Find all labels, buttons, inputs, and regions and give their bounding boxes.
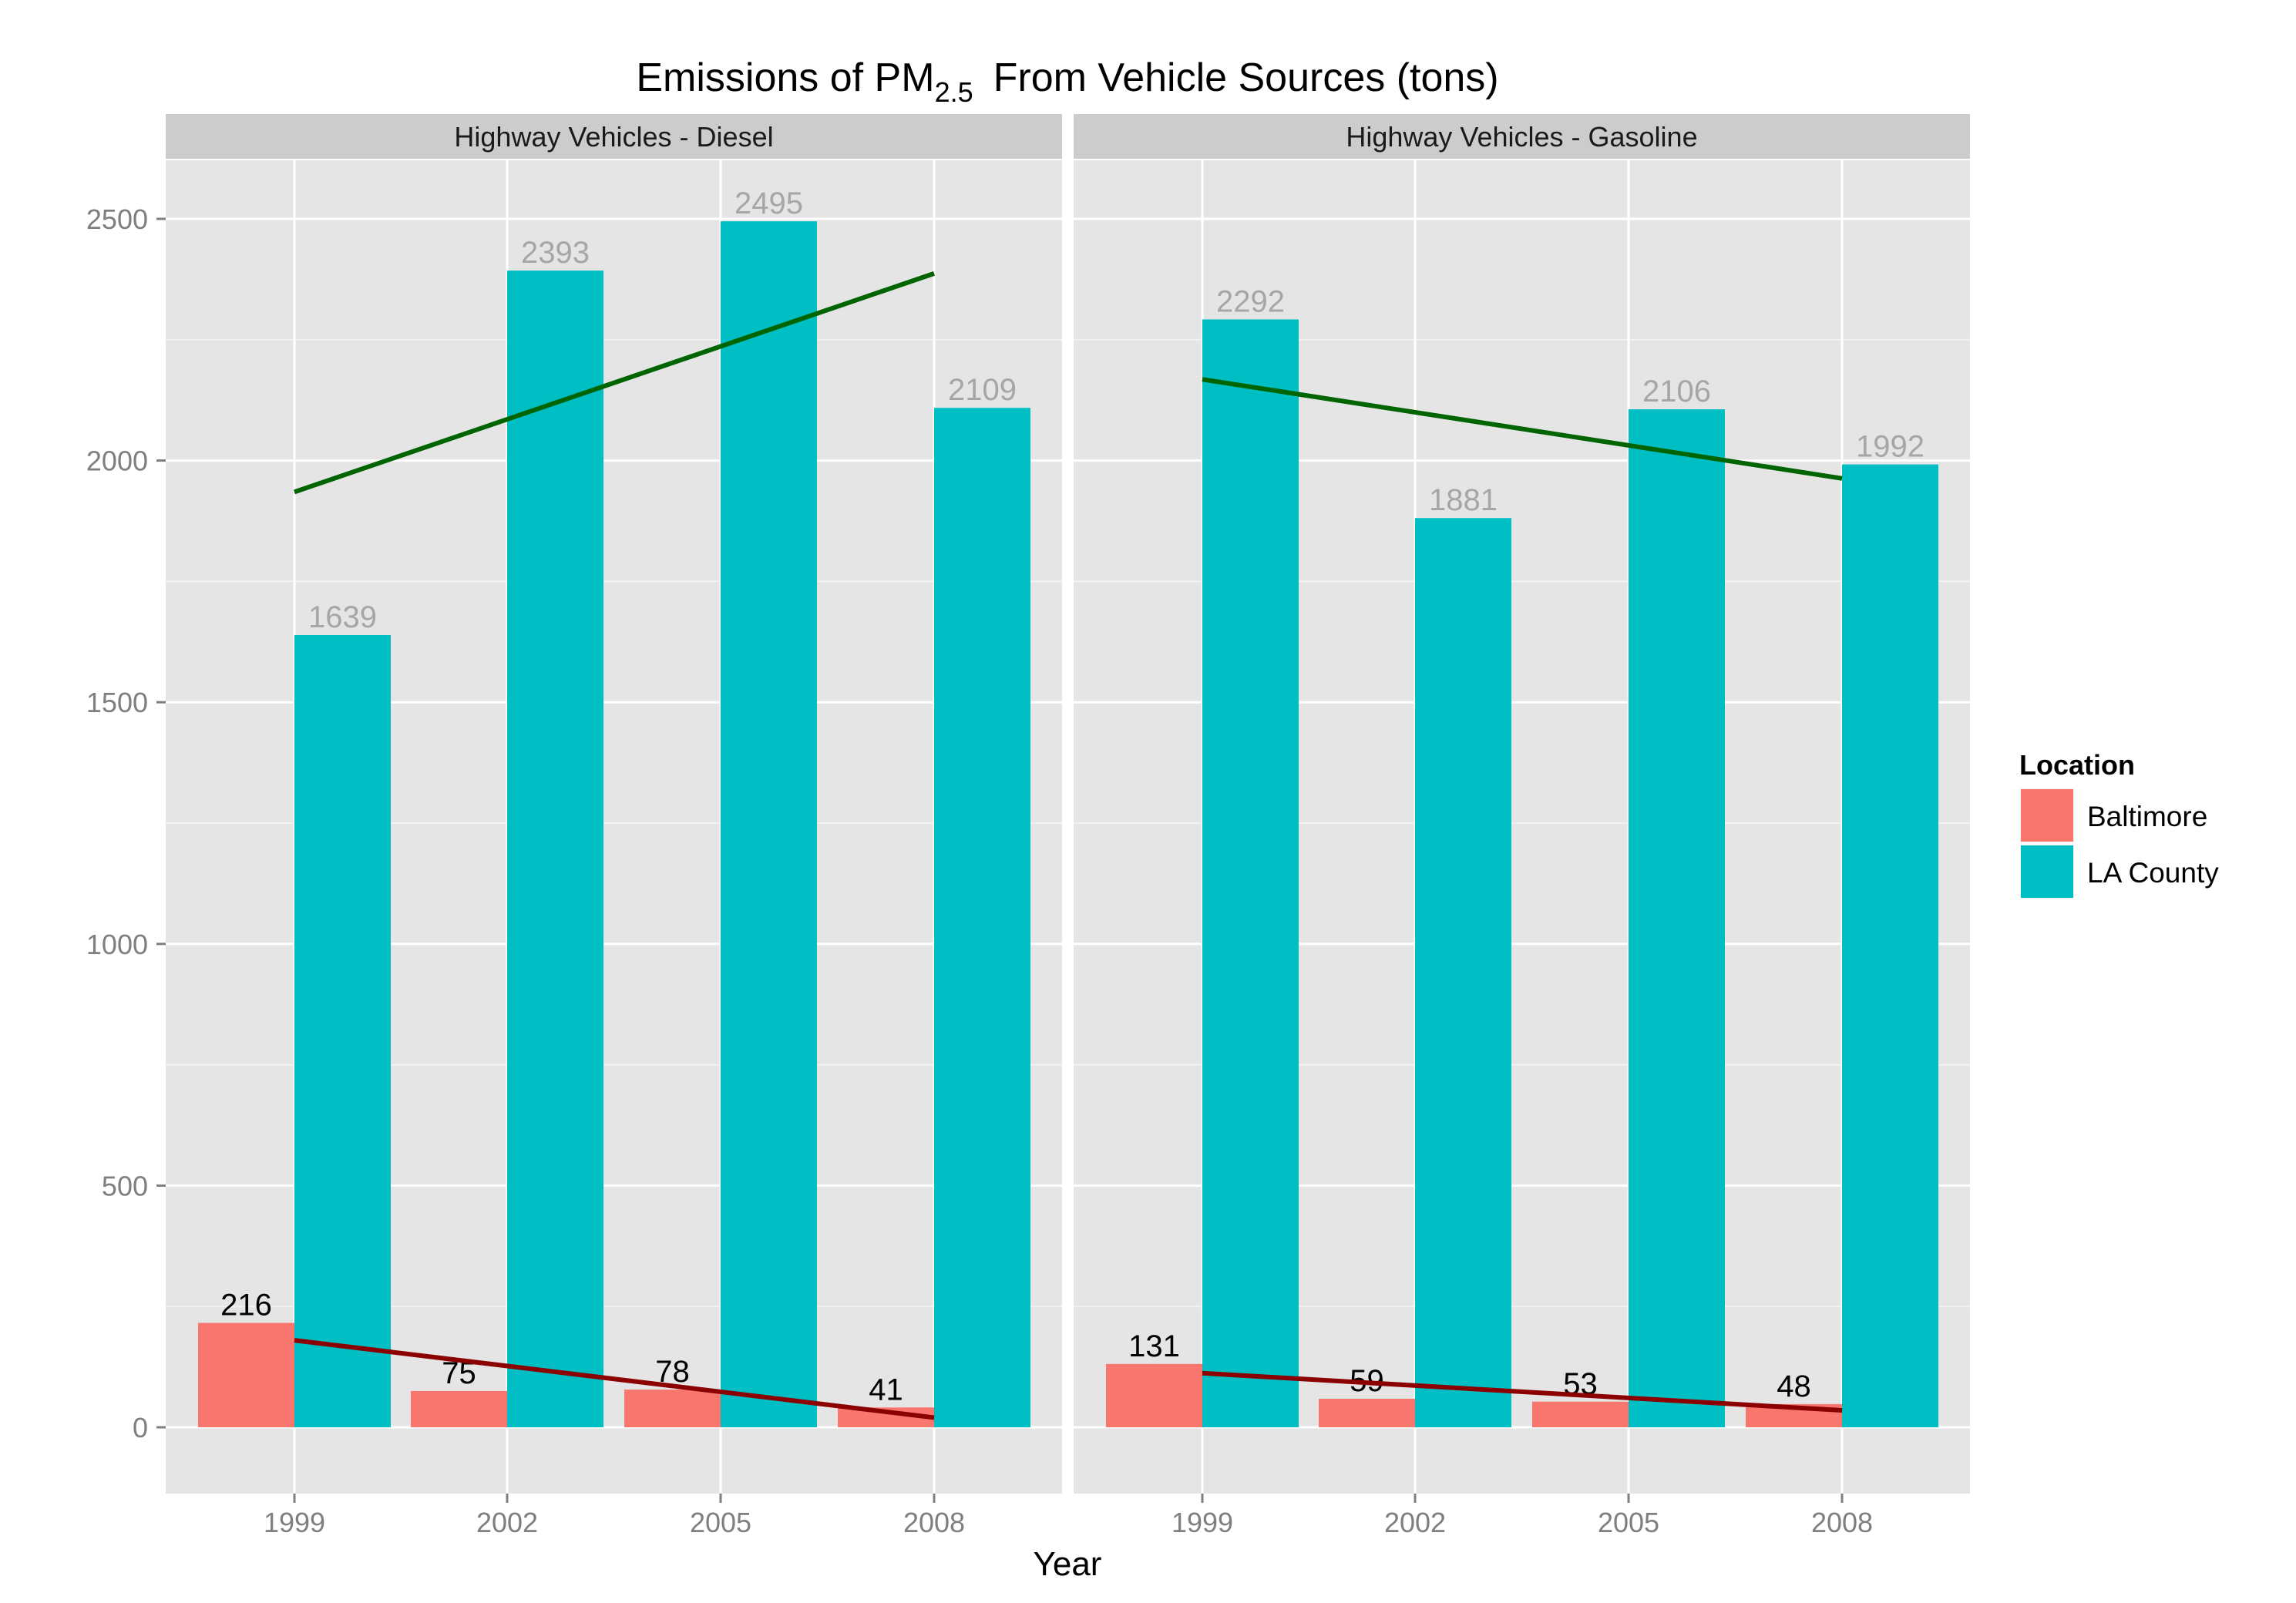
bar-baltimore-2005: [624, 1390, 721, 1427]
data-label: 2393: [521, 236, 590, 270]
bar-baltimore-2002: [1319, 1398, 1415, 1427]
facet-panel-2: Highway Vehicles - Gasoline1315953482292…: [1074, 114, 1970, 1538]
bar-baltimore-2005: [1532, 1401, 1629, 1427]
y-tick-label: 2500: [86, 203, 148, 235]
x-tick-label: 2008: [903, 1507, 965, 1538]
data-label: 1992: [1856, 430, 1925, 464]
legend-label: LA County: [2087, 857, 2219, 889]
data-label: 48: [1777, 1369, 1811, 1403]
bar-la-county-2005: [721, 221, 817, 1427]
legend-title: Location: [2019, 749, 2135, 781]
data-label: 131: [1128, 1329, 1180, 1363]
data-label: 2106: [1642, 375, 1711, 408]
trend-line-la-county: [294, 271, 935, 495]
data-label: 1639: [308, 600, 377, 634]
legend: Location Baltimore LA County: [2019, 749, 2219, 900]
legend-swatch-baltimore: [2021, 789, 2073, 842]
x-tick-label: 2005: [1598, 1507, 1659, 1538]
bar-baltimore-1999: [198, 1322, 294, 1427]
bar-la-county-2008: [1842, 464, 1938, 1427]
x-tick-label: 2002: [476, 1507, 538, 1538]
data-label: 216: [220, 1289, 272, 1322]
facet-strip-label: Highway Vehicles - Diesel: [454, 121, 773, 153]
y-tick-label: 1000: [86, 929, 148, 960]
data-label: 1881: [1429, 483, 1498, 517]
x-axis-label: Year: [1034, 1545, 1102, 1583]
data-label: 2292: [1216, 284, 1285, 318]
bar-la-county-2005: [1629, 409, 1725, 1427]
facet-strip: [1074, 114, 1970, 159]
x-tick-label: 2008: [1811, 1507, 1873, 1538]
y-tick-label: 0: [133, 1412, 148, 1443]
x-tick-label: 2002: [1384, 1507, 1446, 1538]
legend-swatch-la-county: [2021, 845, 2073, 898]
bar-la-county-2008: [934, 408, 1030, 1427]
chart-title-main: Emissions of PM: [636, 55, 934, 100]
chart-title-subscript: 2.5: [935, 76, 973, 108]
bar-baltimore-1999: [1106, 1363, 1202, 1427]
bar-la-county-2002: [1415, 518, 1511, 1427]
x-tick-label: 1999: [264, 1507, 325, 1538]
data-label: 41: [869, 1373, 903, 1406]
chart-title: Emissions of PM2.5 From Vehicle Sources (…: [636, 55, 1498, 108]
data-label: 2109: [948, 373, 1017, 407]
trend-line-baltimore: [1202, 1370, 1843, 1413]
data-label: 2495: [735, 187, 803, 220]
trend-line-la-county: [1202, 377, 1843, 481]
x-tick-label: 1999: [1172, 1507, 1233, 1538]
facet-strip: [166, 114, 1062, 159]
bar-la-county-1999: [1202, 319, 1299, 1427]
bar-baltimore-2002: [411, 1390, 507, 1427]
chart-title-suffix: From Vehicle Sources (tons): [993, 55, 1499, 100]
bar-la-county-2002: [507, 271, 603, 1428]
y-tick-label: 2000: [86, 445, 148, 477]
legend-label: Baltimore: [2087, 801, 2207, 832]
y-tick-label: 500: [102, 1170, 148, 1201]
x-tick-label: 2005: [690, 1507, 751, 1538]
y-axis: 0 500 1000 1500 2000 2500: [86, 203, 166, 1443]
bar-la-county-1999: [294, 635, 391, 1427]
facet-strip-label: Highway Vehicles - Gasoline: [1346, 121, 1697, 153]
y-tick-label: 1500: [86, 687, 148, 718]
trend-line-baltimore: [294, 1338, 935, 1420]
